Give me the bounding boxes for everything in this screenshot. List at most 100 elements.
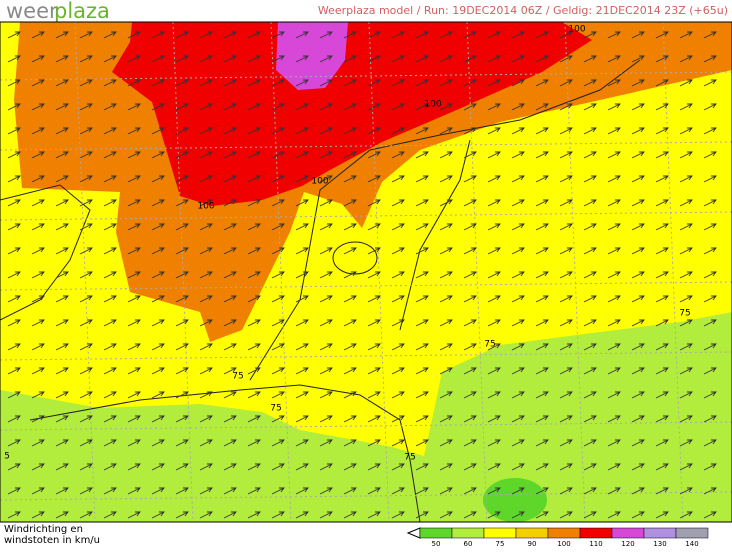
wind-arrow bbox=[127, 295, 141, 303]
contour-label: 100 bbox=[568, 25, 585, 35]
wind-arrow bbox=[535, 463, 549, 471]
wind-arrow bbox=[271, 79, 285, 87]
wind-arrow bbox=[655, 367, 669, 375]
wind-arrow bbox=[127, 103, 141, 111]
wind-arrow bbox=[271, 223, 285, 231]
wind-arrow bbox=[439, 295, 453, 303]
wind-arrow bbox=[199, 343, 213, 351]
wind-arrow bbox=[535, 31, 549, 39]
wind-arrow bbox=[703, 415, 717, 423]
wind-arrow bbox=[607, 199, 621, 207]
wind-arrow bbox=[151, 391, 165, 399]
grid-line bbox=[74, 21, 96, 523]
wind-arrow bbox=[367, 127, 381, 135]
wind-arrow bbox=[607, 151, 621, 159]
wind-arrow bbox=[295, 175, 309, 183]
wind-arrow bbox=[247, 511, 261, 519]
wind-arrow bbox=[103, 79, 117, 87]
wind-arrow bbox=[679, 55, 693, 63]
wind-arrow bbox=[391, 511, 405, 519]
wind-arrow bbox=[679, 31, 693, 39]
wind-arrow bbox=[415, 55, 429, 63]
wind-arrow bbox=[679, 319, 693, 327]
wind-arrow bbox=[463, 151, 477, 159]
wind-arrow bbox=[655, 31, 669, 39]
wind-arrow bbox=[247, 103, 261, 111]
wind-arrow bbox=[511, 127, 525, 135]
wind-arrow bbox=[583, 343, 597, 351]
wind-arrow bbox=[559, 247, 573, 255]
wind-arrow bbox=[703, 367, 717, 375]
wind-arrow bbox=[463, 31, 477, 39]
wind-arrow bbox=[31, 31, 45, 39]
wind-arrow bbox=[319, 199, 333, 207]
wind-arrow bbox=[343, 223, 357, 231]
wind-arrow bbox=[127, 55, 141, 63]
wind-arrow bbox=[463, 295, 477, 303]
legend-swatch bbox=[547, 527, 581, 539]
wind-arrow bbox=[679, 367, 693, 375]
wind-arrow bbox=[679, 223, 693, 231]
legend-label: 60 bbox=[464, 540, 473, 548]
wind-arrow bbox=[679, 199, 693, 207]
wind-arrow bbox=[55, 271, 69, 279]
wind-arrow bbox=[319, 319, 333, 327]
wind-arrow bbox=[7, 247, 21, 255]
wind-arrow bbox=[295, 343, 309, 351]
wind-arrow bbox=[55, 439, 69, 447]
wind-arrow bbox=[367, 79, 381, 87]
wind-arrow bbox=[367, 439, 381, 447]
wind-arrow bbox=[7, 55, 21, 63]
wind-arrow bbox=[655, 391, 669, 399]
wind-arrow bbox=[31, 295, 45, 303]
wind-arrow bbox=[583, 127, 597, 135]
grid-line bbox=[0, 211, 732, 221]
wind-arrow bbox=[631, 271, 645, 279]
contour-label: 75 bbox=[270, 404, 281, 414]
wind-arrow bbox=[535, 247, 549, 255]
wind-arrow bbox=[343, 319, 357, 327]
wind-arrow bbox=[511, 199, 525, 207]
wind-arrow bbox=[655, 127, 669, 135]
wind-arrow bbox=[103, 511, 117, 519]
wind-arrow bbox=[607, 175, 621, 183]
wind-arrow bbox=[391, 31, 405, 39]
wind-arrow bbox=[319, 103, 333, 111]
wind-arrow bbox=[103, 367, 117, 375]
wind-arrow bbox=[103, 223, 117, 231]
wind-arrow bbox=[175, 367, 189, 375]
contour-labels: 100 100 100 100 75 75 75 75 75 5 bbox=[4, 25, 691, 463]
wind-arrow bbox=[367, 55, 381, 63]
wind-arrow bbox=[391, 295, 405, 303]
wind-arrow bbox=[103, 343, 117, 351]
contour-label: 75 bbox=[404, 453, 415, 463]
wind-arrow bbox=[535, 343, 549, 351]
legend-label: 130 bbox=[653, 540, 666, 548]
wind-arrow bbox=[295, 151, 309, 159]
wind-arrow bbox=[631, 79, 645, 87]
wind-arrow bbox=[247, 223, 261, 231]
wind-arrow bbox=[487, 439, 501, 447]
wind-arrow bbox=[607, 103, 621, 111]
wind-arrow bbox=[55, 367, 69, 375]
wind-arrow bbox=[607, 223, 621, 231]
wind-arrow bbox=[319, 439, 333, 447]
wind-arrow bbox=[511, 295, 525, 303]
wind-arrow bbox=[439, 151, 453, 159]
wind-arrow bbox=[271, 319, 285, 327]
wind-arrow bbox=[223, 295, 237, 303]
wind-arrow bbox=[295, 79, 309, 87]
wind-arrow bbox=[247, 295, 261, 303]
wind-arrow bbox=[391, 271, 405, 279]
contour-label: 75 bbox=[679, 309, 690, 319]
wind-arrow bbox=[679, 439, 693, 447]
wind-arrow bbox=[127, 487, 141, 495]
wind-arrow bbox=[247, 367, 261, 375]
wind-arrow bbox=[127, 175, 141, 183]
legend-label: 90 bbox=[528, 540, 537, 548]
wind-arrow bbox=[511, 31, 525, 39]
wind-arrow bbox=[487, 79, 501, 87]
wind-arrow bbox=[367, 367, 381, 375]
wind-arrow bbox=[31, 151, 45, 159]
contour-label: 100 bbox=[311, 177, 328, 187]
